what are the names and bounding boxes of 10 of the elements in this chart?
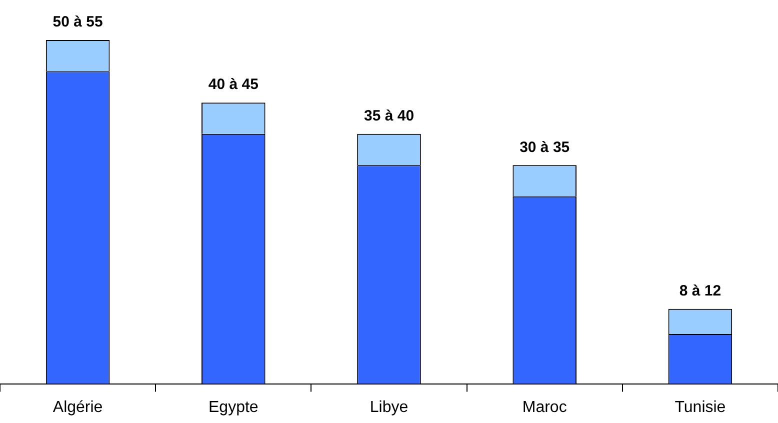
x-tick-label: Egypte xyxy=(208,398,258,416)
x-tick-label: Algérie xyxy=(52,398,103,416)
total-label: 8 à 12 xyxy=(679,282,722,300)
x-tick-label: Libye xyxy=(370,398,408,416)
x-tick-label: Maroc xyxy=(522,398,567,416)
total-label: 30 à 35 xyxy=(520,138,570,156)
total-label: 50 à 55 xyxy=(52,14,103,31)
total-label: 40 à 45 xyxy=(208,76,258,94)
total-label: 35 à 40 xyxy=(364,108,414,124)
x-tick-label: Tunisie xyxy=(674,398,726,416)
